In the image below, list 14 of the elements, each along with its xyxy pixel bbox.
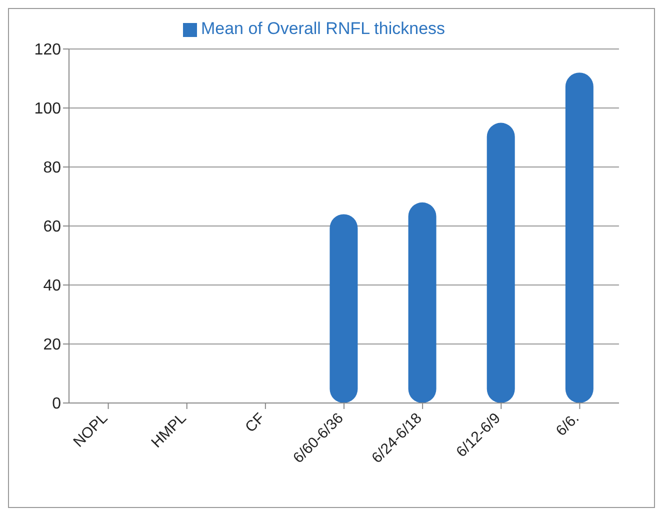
bar — [408, 202, 436, 403]
x-tick-label: 6/6. — [552, 410, 583, 440]
y-tick-label: 40 — [43, 278, 62, 295]
y-tick-label: 80 — [43, 160, 62, 177]
bar — [330, 214, 358, 403]
legend-label: Mean of Overall RNFL thickness — [200, 19, 446, 38]
y-tick-label: 120 — [34, 42, 62, 59]
x-tick-label: CF — [242, 410, 268, 436]
y-tick-label: 100 — [34, 100, 62, 118]
y-tick-label: 0 — [52, 396, 62, 413]
y-tick-label: 60 — [43, 218, 62, 236]
bar — [565, 72, 594, 403]
y-tick-label: 20 — [43, 336, 62, 354]
bar — [486, 122, 515, 403]
